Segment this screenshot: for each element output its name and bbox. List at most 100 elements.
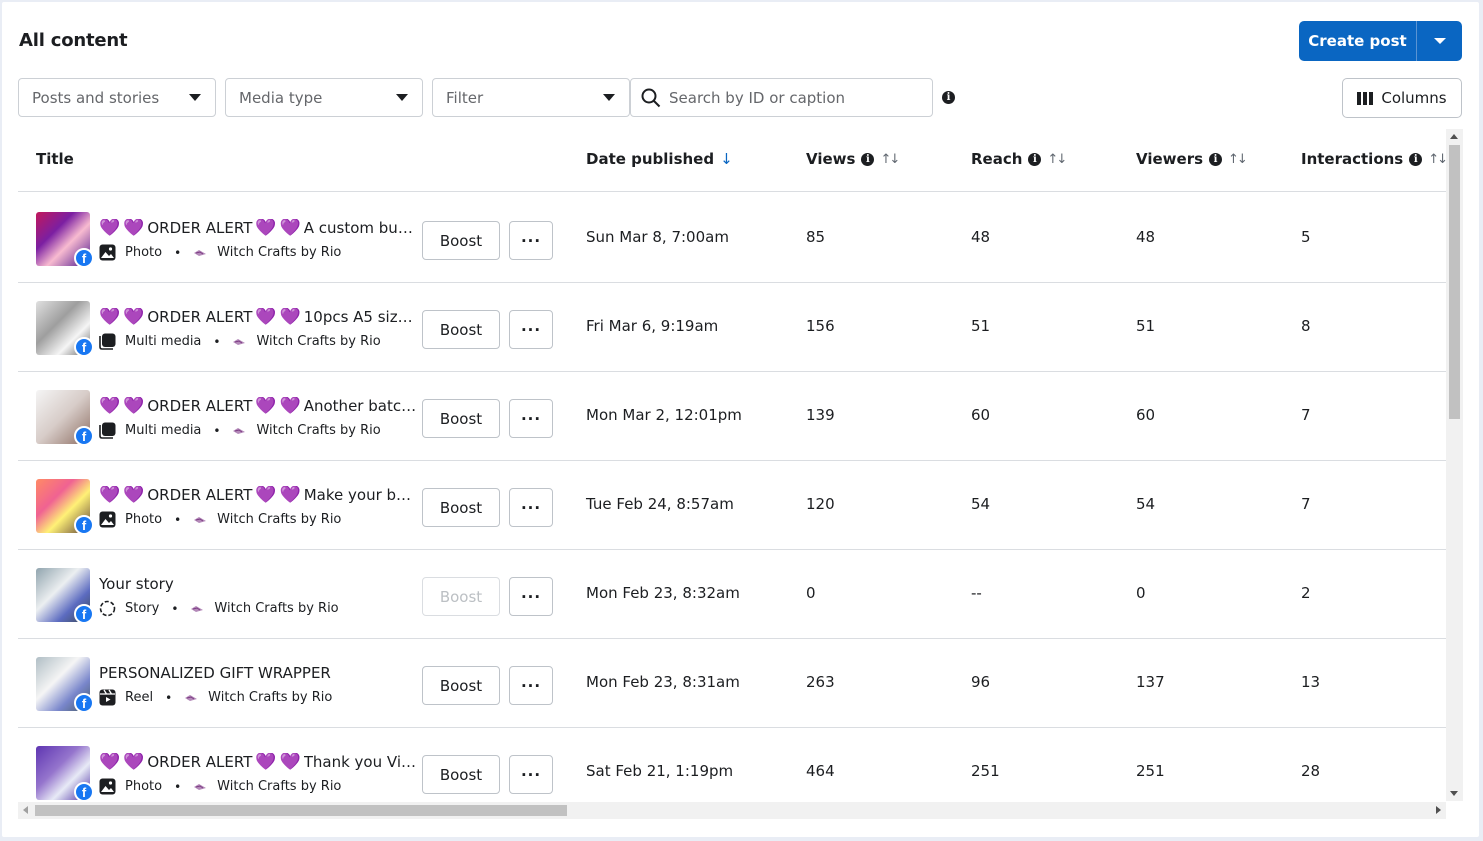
col-reach[interactable]: Reach i ↑↓ bbox=[971, 150, 1067, 168]
create-post-dropdown-icon[interactable] bbox=[1417, 21, 1462, 61]
page-name: Witch Crafts by Rio bbox=[217, 779, 342, 794]
boost-button[interactable]: Boost bbox=[422, 666, 500, 705]
separator-dot: • bbox=[174, 779, 182, 794]
table-row[interactable]: f 💜💜ORDER ALERT💜💜10pcs A5 size order Mul… bbox=[18, 283, 1446, 372]
facebook-icon: f bbox=[74, 515, 94, 535]
table-row[interactable]: f 💜💜ORDER ALERT💜💜Make your brand Photo •… bbox=[18, 461, 1446, 550]
interactions-value: 7 bbox=[1301, 495, 1311, 513]
filter-dropdown[interactable]: Filter bbox=[432, 78, 630, 117]
interactions-value: 13 bbox=[1301, 673, 1321, 691]
boost-button[interactable]: Boost bbox=[422, 221, 500, 260]
sort-icon[interactable]: ↑↓ bbox=[880, 151, 900, 167]
sort-icon[interactable]: ↑↓ bbox=[1428, 151, 1448, 167]
reach-value: 251 bbox=[971, 762, 1000, 780]
heart-icon: 💜 bbox=[99, 486, 121, 504]
search-input[interactable]: Search by ID or caption bbox=[630, 78, 933, 117]
post-title-suffix: Make your brand bbox=[303, 486, 417, 504]
col-reach-label: Reach bbox=[971, 150, 1023, 168]
col-date-published[interactable]: Date published ↓ bbox=[586, 150, 733, 168]
info-icon[interactable]: i bbox=[942, 91, 955, 104]
heart-icon: 💜 bbox=[279, 219, 301, 237]
boost-button[interactable]: Boost bbox=[422, 755, 500, 794]
more-options-icon[interactable]: ··· bbox=[509, 755, 553, 794]
vertical-scrollbar[interactable] bbox=[1446, 129, 1463, 801]
page-title: All content bbox=[19, 30, 128, 51]
separator-dot: • bbox=[213, 423, 221, 438]
post-title-line[interactable]: 💜💜ORDER ALERT💜💜Make your brand bbox=[99, 486, 417, 504]
heart-icon: 💜 bbox=[279, 308, 301, 326]
table-row[interactable]: f 💜💜ORDER ALERT💜💜A custom bubble Photo •… bbox=[18, 194, 1446, 283]
post-meta: Photo • Witch Crafts by Rio bbox=[99, 511, 341, 528]
create-post-label[interactable]: Create post bbox=[1299, 21, 1417, 61]
facebook-icon: f bbox=[74, 337, 94, 357]
more-options-icon[interactable]: ··· bbox=[509, 577, 553, 616]
table-row[interactable]: f 💜💜ORDER ALERT💜💜Another batch of Multi … bbox=[18, 372, 1446, 461]
more-options-icon[interactable]: ··· bbox=[509, 221, 553, 260]
post-title: ORDER ALERT bbox=[147, 753, 253, 771]
photo-icon bbox=[99, 778, 116, 795]
post-type: Multi media bbox=[125, 423, 202, 438]
post-title-line[interactable]: 💜💜ORDER ALERT💜💜10pcs A5 size order bbox=[99, 308, 417, 326]
post-title-line[interactable]: 💜💜ORDER ALERT💜💜A custom bubble bbox=[99, 219, 417, 237]
boost-button[interactable]: Boost bbox=[422, 577, 500, 616]
separator-dot: • bbox=[174, 245, 182, 260]
table-row[interactable]: f PERSONALIZED GIFT WRAPPER Reel • Witch… bbox=[18, 639, 1446, 728]
more-options-icon[interactable]: ··· bbox=[509, 488, 553, 527]
col-views[interactable]: Views i ↑↓ bbox=[806, 150, 900, 168]
sort-icon[interactable]: ↑↓ bbox=[1228, 151, 1248, 167]
sort-icon[interactable]: ↑↓ bbox=[1047, 151, 1067, 167]
post-title-line[interactable]: PERSONALIZED GIFT WRAPPER bbox=[99, 664, 417, 682]
page-logo-icon bbox=[233, 427, 246, 434]
post-title: Your story bbox=[99, 575, 174, 593]
heart-icon: 💜 bbox=[99, 753, 121, 771]
posts-and-stories-dropdown[interactable]: Posts and stories bbox=[18, 78, 216, 117]
boost-button[interactable]: Boost bbox=[422, 399, 500, 438]
date-published: Mon Mar 2, 12:01pm bbox=[586, 406, 742, 424]
views-value: 464 bbox=[806, 762, 835, 780]
viewers-value: 137 bbox=[1136, 673, 1165, 691]
heart-icon: 💜 bbox=[255, 219, 277, 237]
boost-button[interactable]: Boost bbox=[422, 488, 500, 527]
heart-icon: 💜 bbox=[123, 308, 145, 326]
page-logo-icon bbox=[194, 516, 207, 523]
boost-button[interactable]: Boost bbox=[422, 310, 500, 349]
info-icon[interactable]: i bbox=[1409, 152, 1423, 166]
post-title-line[interactable]: 💜💜ORDER ALERT💜💜Another batch of bbox=[99, 397, 417, 415]
col-title-label: Title bbox=[36, 150, 74, 168]
col-interactions[interactable]: Interactions i ↑↓ bbox=[1301, 150, 1448, 168]
multimedia-icon bbox=[99, 422, 116, 439]
date-published: Sun Mar 8, 7:00am bbox=[586, 228, 729, 246]
info-icon[interactable]: i bbox=[1209, 152, 1223, 166]
caret-down-icon bbox=[603, 94, 615, 101]
post-title: PERSONALIZED GIFT WRAPPER bbox=[99, 664, 331, 682]
horizontal-scrollbar[interactable] bbox=[18, 802, 1446, 819]
post-title-suffix: 10pcs A5 size order bbox=[303, 308, 417, 326]
facebook-icon: f bbox=[74, 782, 94, 802]
post-title-line[interactable]: Your story bbox=[99, 575, 417, 593]
table-row[interactable]: f Your story Story • Witch Crafts by Rio… bbox=[18, 550, 1446, 639]
info-icon[interactable]: i bbox=[1028, 152, 1042, 166]
columns-button[interactable]: Columns bbox=[1342, 78, 1462, 118]
date-published: Tue Feb 24, 8:57am bbox=[586, 495, 734, 513]
reel-icon bbox=[99, 689, 116, 706]
post-meta: Multi media • Witch Crafts by Rio bbox=[99, 422, 381, 439]
columns-label: Columns bbox=[1381, 89, 1447, 107]
info-icon[interactable]: i bbox=[861, 152, 875, 166]
more-options-icon[interactable]: ··· bbox=[509, 310, 553, 349]
sort-down-icon[interactable]: ↓ bbox=[720, 150, 733, 168]
post-title-line[interactable]: 💜💜ORDER ALERT💜💜Thank you Viv for bbox=[99, 753, 417, 771]
views-value: 156 bbox=[806, 317, 835, 335]
dropdown-value: Filter bbox=[446, 88, 484, 107]
interactions-value: 28 bbox=[1301, 762, 1321, 780]
dropdown-value: Posts and stories bbox=[32, 88, 160, 107]
heart-icon: 💜 bbox=[255, 397, 277, 415]
media-type-dropdown[interactable]: Media type bbox=[225, 78, 423, 117]
col-viewers[interactable]: Viewers i ↑↓ bbox=[1136, 150, 1248, 168]
facebook-icon: f bbox=[74, 604, 94, 624]
viewers-value: 0 bbox=[1136, 584, 1146, 602]
more-options-icon[interactable]: ··· bbox=[509, 399, 553, 438]
more-options-icon[interactable]: ··· bbox=[509, 666, 553, 705]
col-views-label: Views bbox=[806, 150, 856, 168]
col-date-label: Date published bbox=[586, 150, 715, 168]
create-post-button[interactable]: Create post bbox=[1299, 21, 1462, 61]
